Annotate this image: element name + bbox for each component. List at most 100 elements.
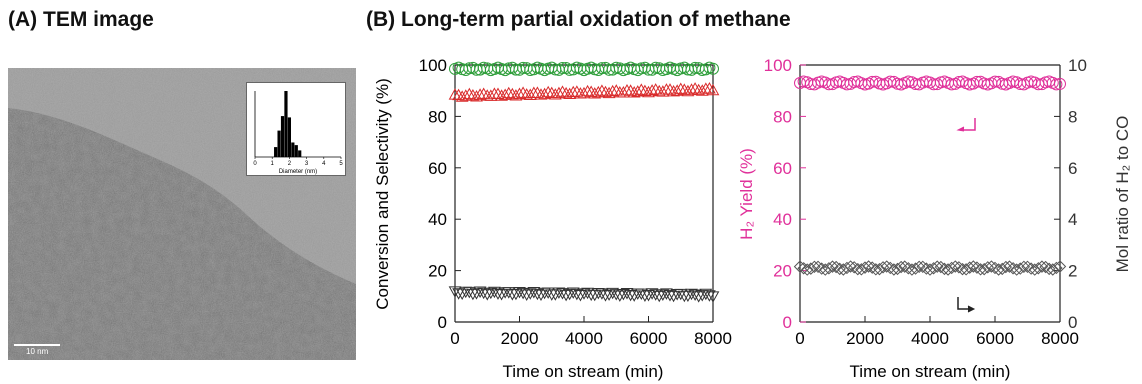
inset-histogram-bar [274, 147, 278, 157]
right-series-1-point [1007, 75, 1020, 88]
right-series-2-point [894, 260, 908, 274]
left-series-3-point [681, 290, 695, 303]
right-series-1-point [920, 75, 933, 88]
right-series-2-point [916, 260, 929, 274]
left-axis-pointer-arrowhead [956, 126, 965, 132]
left-series-2-point [706, 83, 720, 96]
right-series-1-point [797, 75, 810, 88]
left-series-3-point [652, 290, 666, 303]
left-series-3-point [559, 289, 573, 302]
left-series-2-point [591, 85, 605, 98]
inset-histogram-bar [284, 91, 288, 157]
left-series-2-point [477, 87, 491, 99]
left-series-2-point [688, 82, 702, 94]
left-series-2-point [692, 83, 706, 96]
right-series-2-point [833, 262, 846, 276]
right-left-y-tick-label: 60 [773, 159, 792, 178]
inset-histogram-bar [298, 150, 302, 157]
inset-x-tick-label: 3 [305, 161, 309, 167]
right-series-2-point [912, 260, 926, 274]
left-series-3-point [649, 289, 663, 301]
left-series-2-point [599, 85, 612, 98]
right-series-1-point [1032, 78, 1045, 91]
left-y-tick-label: 60 [428, 159, 447, 178]
right-series-2-point [880, 260, 893, 273]
left-series-3-point [613, 290, 627, 302]
right-series-2-point [837, 263, 850, 276]
right-series-2-point [887, 263, 901, 276]
right-left-y-tick-label: 80 [773, 107, 792, 126]
left-series-3-point [470, 288, 483, 300]
left-series-3-point [462, 286, 476, 299]
left-series-2-point [559, 86, 573, 99]
right-series-2-point [822, 262, 836, 275]
right-series-1-point [945, 78, 958, 91]
left-series-3-point [491, 288, 505, 300]
right-chart-x-label: Time on stream (min) [850, 362, 1011, 381]
left-x-tick-label: 0 [450, 329, 459, 348]
left-series-3-point [695, 290, 709, 302]
left-series-3-point [574, 290, 587, 302]
right-left-y-tick-label: 40 [773, 210, 792, 229]
right-series-2-point [952, 261, 966, 274]
right-series-1-point [884, 75, 897, 88]
right-series-2-point [945, 261, 958, 275]
left-series-3-point [634, 288, 648, 300]
right-series-2-point [866, 261, 879, 274]
right-x-tick-label: 0 [795, 329, 804, 348]
right-series-2-point [1032, 262, 1045, 275]
right-series-2-point [977, 262, 991, 276]
right-series-2-point [891, 262, 904, 276]
left-series-2-point [531, 86, 544, 98]
right-left-y-tick-label: 0 [783, 313, 792, 332]
right-chart-y-label-right: Mol ratio of H₂ to CO [1113, 116, 1132, 273]
left-series-2-point [670, 84, 684, 96]
right-series-2-point [974, 263, 987, 276]
right-series-2-point [923, 263, 937, 276]
left-series-3-point [480, 289, 494, 301]
right-series-2-point [1003, 260, 1016, 273]
left-series-2-point [545, 86, 559, 99]
right-series-2-point [905, 263, 919, 276]
left-series-2-point [634, 83, 648, 95]
panel-b-title: (B) Long-term partial oxidation of metha… [366, 8, 791, 31]
left-series-3-point [688, 289, 702, 301]
right-x-tick-label: 4000 [911, 329, 949, 348]
right-series-2-point [956, 262, 969, 276]
scale-bar [14, 344, 60, 346]
right-series-1-point [815, 75, 828, 88]
right-series-2-point [844, 260, 857, 273]
left-series-1-point [484, 64, 497, 77]
left-series-3-point [563, 288, 577, 301]
left-series-2-point [685, 83, 698, 95]
left-series-2-point [505, 87, 519, 100]
right-series-1-point [1025, 75, 1038, 88]
right-series-2-point [927, 262, 940, 275]
left-series-2-point [541, 85, 555, 98]
right-series-2-point [967, 260, 980, 273]
left-series-3-point [502, 287, 516, 299]
scale-bar-label: 10 nm [26, 347, 49, 356]
right-series-2-point [855, 263, 868, 276]
h2-yield-chart: 0 2000 4000 6000 8000 0 20 40 60 80 100 0 2 4 6 8 10 T… [737, 56, 1132, 381]
left-series-3-point [477, 287, 491, 300]
left-series-2-point [606, 84, 620, 97]
right-right-y-tick-label: 10 [1068, 56, 1087, 75]
left-series-2-point [581, 84, 594, 97]
right-series-1-point [989, 75, 1001, 88]
right-series-2-point [1039, 260, 1052, 274]
right-x-tick-label: 8000 [1041, 329, 1079, 348]
left-series-3-point [523, 288, 537, 300]
inset-x-tick-label: 2 [288, 161, 292, 167]
right-series-2-point [1035, 260, 1049, 273]
left-series-1-point [707, 62, 719, 75]
right-series-2-point [840, 261, 854, 275]
left-series-3-point [617, 288, 630, 301]
right-series-2-point [851, 262, 864, 276]
right-series-2-point [992, 263, 1005, 276]
inset-histogram-bar [291, 142, 295, 157]
left-series-3-point [548, 289, 562, 301]
right-x-tick-label: 2000 [846, 329, 884, 348]
right-series-1-point [822, 78, 835, 91]
